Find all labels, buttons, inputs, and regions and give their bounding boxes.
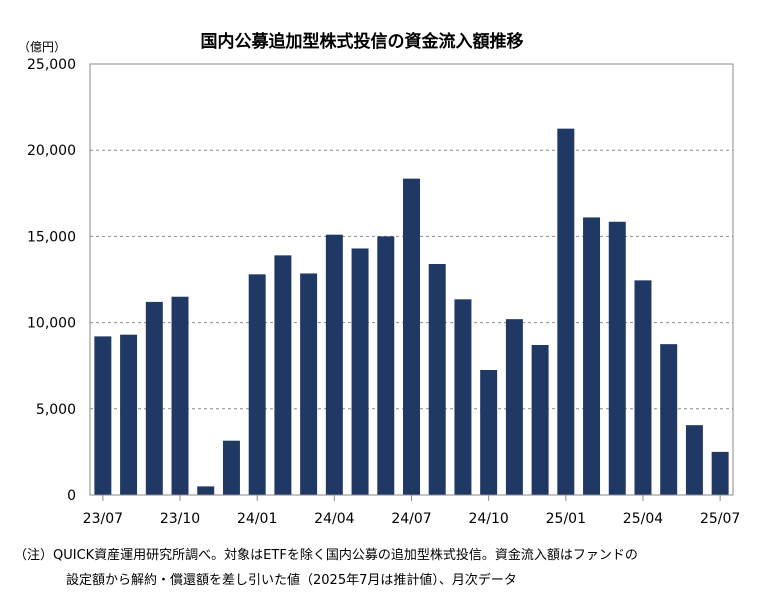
x-axis-ticks: 23/07 23/10 24/01 24/04 24/07 24/10 25/01 25/04… (83, 495, 740, 527)
y-tick-label: 20,000 (27, 143, 76, 159)
bar-23-11 (197, 486, 215, 495)
y-tick-label: 25,000 (27, 57, 76, 73)
bar-25-03 (608, 221, 626, 495)
bar-23-08 (120, 334, 138, 495)
bar-23-10 (171, 296, 189, 495)
bar-24-05 (351, 248, 369, 495)
footnote-line-2: 設定額から解約・償還額を差し引いた値（2025年7月は推計値）、月次データ (66, 573, 517, 588)
bar-25-01 (557, 128, 575, 495)
bar-24-06 (377, 236, 395, 495)
x-tick-label: 24/07 (391, 511, 431, 527)
y-tick-label: 10,000 (27, 316, 76, 332)
bar-25-07 (711, 451, 729, 495)
x-tick-label: 25/01 (546, 511, 586, 527)
bar-24-07 (403, 178, 420, 495)
y-tick-label: 5,000 (36, 402, 76, 418)
y-tick-label: 15,000 (27, 229, 76, 245)
x-tick-label: 25/04 (623, 511, 663, 527)
bar-24-12 (531, 345, 549, 495)
gridlines (90, 149, 733, 410)
bar-25-04 (634, 280, 652, 495)
y-axis-unit-label: （億円） (18, 40, 66, 54)
bar-24-08 (428, 263, 446, 495)
x-tick-label: 23/07 (83, 511, 123, 527)
x-tick-label: 24/10 (468, 511, 508, 527)
chart-title: 国内公募追加型株式投信の資金流入額推移 (201, 31, 524, 52)
bar-23-07 (94, 336, 112, 495)
x-tick-label: 23/10 (160, 511, 200, 527)
x-tick-label: 24/01 (237, 511, 277, 527)
bar-24-10 (480, 370, 498, 495)
bar-23-12 (222, 440, 240, 495)
bar-25-02 (583, 217, 601, 495)
bar-24-01 (248, 274, 266, 495)
plot-area-frame (89, 63, 734, 496)
y-tick-label: 0 (67, 488, 76, 504)
bars (94, 128, 729, 495)
bar-23-09 (145, 301, 163, 495)
bar-24-04 (325, 234, 343, 495)
x-tick-label: 24/04 (314, 511, 354, 527)
y-axis-ticks: 0 5,000 10,000 15,000 20,000 25,000 (27, 57, 76, 504)
x-tick-label: 25/07 (700, 511, 740, 527)
bar-24-02 (274, 255, 292, 495)
bar-25-05 (660, 344, 678, 495)
bar-chart: 国内公募追加型株式投信の資金流入額推移 （億円） 0 5,000 10,000 15,… (18, 31, 740, 527)
bar-24-09 (454, 299, 472, 495)
bar-25-06 (685, 425, 703, 495)
bar-24-03 (300, 273, 318, 495)
footnote-line-1: （注）QUICK資産運用研究所調べ。対象はETFを除く国内公募の追加型株式投信。… (14, 548, 638, 563)
bar-24-11 (505, 319, 523, 495)
